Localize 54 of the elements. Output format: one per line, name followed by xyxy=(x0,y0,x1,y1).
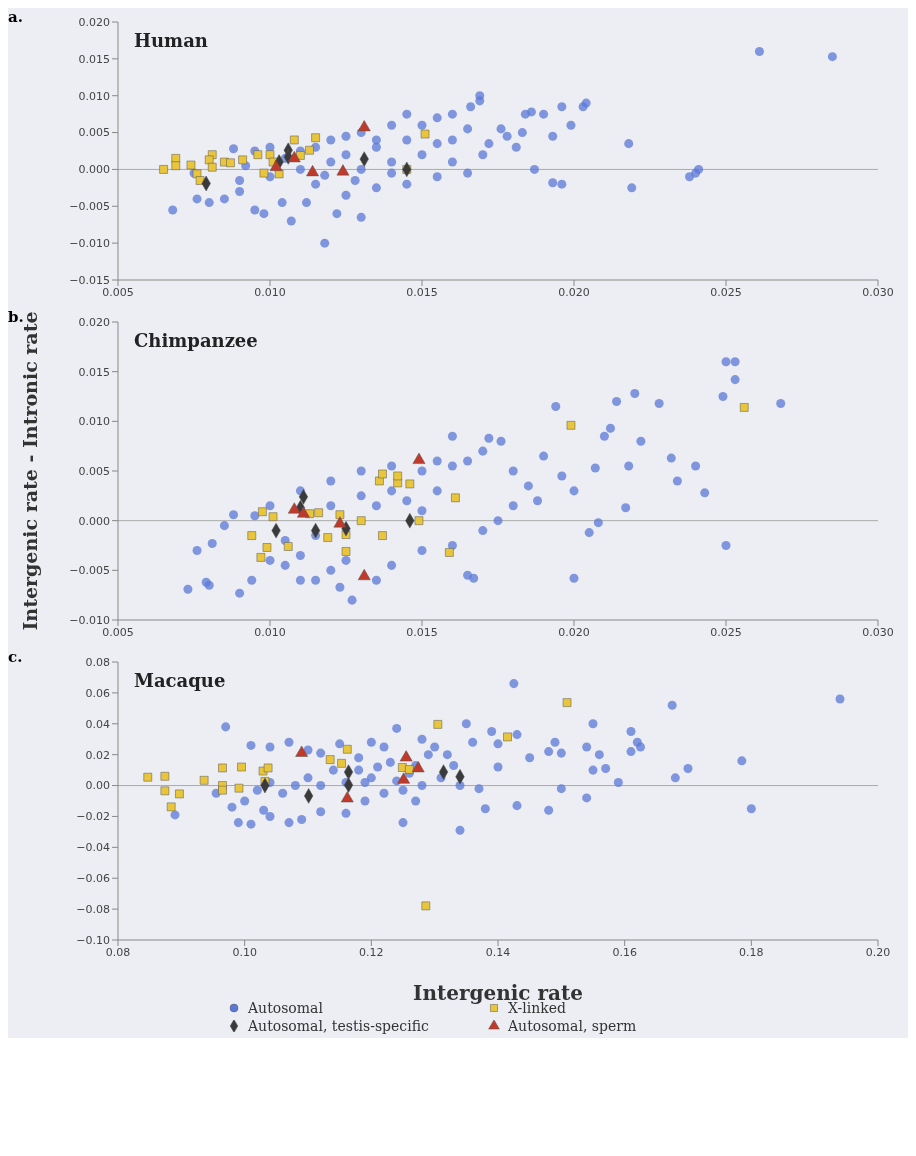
y-tick-label: −0.02 xyxy=(76,810,110,824)
legend-label: Autosomal, testis-specific xyxy=(248,1018,429,1034)
y-tick-label: 0.005 xyxy=(78,464,110,478)
x-tick-label: 0.005 xyxy=(102,285,134,299)
y-tick-label: −0.005 xyxy=(69,564,110,578)
text: b. xyxy=(8,308,24,326)
legend-label: X-linked xyxy=(508,1000,566,1016)
text: Macaque xyxy=(134,670,226,691)
y-tick-label: −0.10 xyxy=(76,933,110,947)
y-tick-label: −0.005 xyxy=(69,200,110,214)
text: a. xyxy=(8,8,23,26)
y-tick-label: 0.08 xyxy=(85,655,110,669)
y-tick-label: 0.015 xyxy=(78,365,110,379)
text: c. xyxy=(8,648,23,666)
y-tick-label: 0.000 xyxy=(78,163,110,177)
y-tick-label: −0.010 xyxy=(69,613,110,627)
y-tick-label: −0.06 xyxy=(76,872,110,886)
y-tick-label: 0.020 xyxy=(78,15,110,29)
y-tick-label: 0.06 xyxy=(85,686,110,700)
y-tick-label: −0.04 xyxy=(76,841,110,855)
x-tick-label: 0.14 xyxy=(485,945,511,959)
y-tick-label: 0.00 xyxy=(85,779,110,793)
y-tick-label: −0.015 xyxy=(69,273,110,287)
x-tick-label: 0.005 xyxy=(102,625,134,639)
x-tick-label: 0.010 xyxy=(254,285,286,299)
legend-label: Autosomal xyxy=(248,1000,323,1016)
y-tick-label: −0.010 xyxy=(69,237,110,251)
x-tick-label: 0.025 xyxy=(710,285,742,299)
x-tick-label: 0.030 xyxy=(862,285,894,299)
legend-label: Autosomal, sperm xyxy=(508,1018,637,1034)
x-tick-label: 0.16 xyxy=(612,945,637,959)
x-tick-label: 0.025 xyxy=(710,625,742,639)
x-tick-label: 0.10 xyxy=(232,945,257,959)
x-tick-label: 0.030 xyxy=(862,625,894,639)
x-tick-label: 0.12 xyxy=(359,945,384,959)
y-tick-label: 0.02 xyxy=(85,748,110,762)
y-tick-label: 0.04 xyxy=(85,717,110,731)
x-tick-label: 0.015 xyxy=(406,285,438,299)
y-tick-label: 0.010 xyxy=(78,415,110,429)
y-tick-label: 0.010 xyxy=(78,89,110,103)
y-tick-label: 0.000 xyxy=(78,514,110,528)
text: Chimpanzee xyxy=(134,330,258,351)
y-tick-label: −0.08 xyxy=(76,903,110,917)
text: Human xyxy=(134,30,208,51)
y-tick-label: 0.020 xyxy=(78,315,110,329)
x-tick-label: 0.020 xyxy=(558,285,590,299)
x-tick-label: 0.015 xyxy=(406,625,438,639)
x-tick-label: 0.08 xyxy=(105,945,131,959)
x-tick-label: 0.010 xyxy=(254,625,286,639)
x-tick-label: 0.18 xyxy=(739,945,764,959)
y-tick-label: 0.005 xyxy=(78,126,110,140)
x-tick-label: 0.20 xyxy=(865,945,891,959)
y-tick-label: 0.015 xyxy=(78,52,110,66)
x-tick-label: 0.020 xyxy=(558,625,590,639)
